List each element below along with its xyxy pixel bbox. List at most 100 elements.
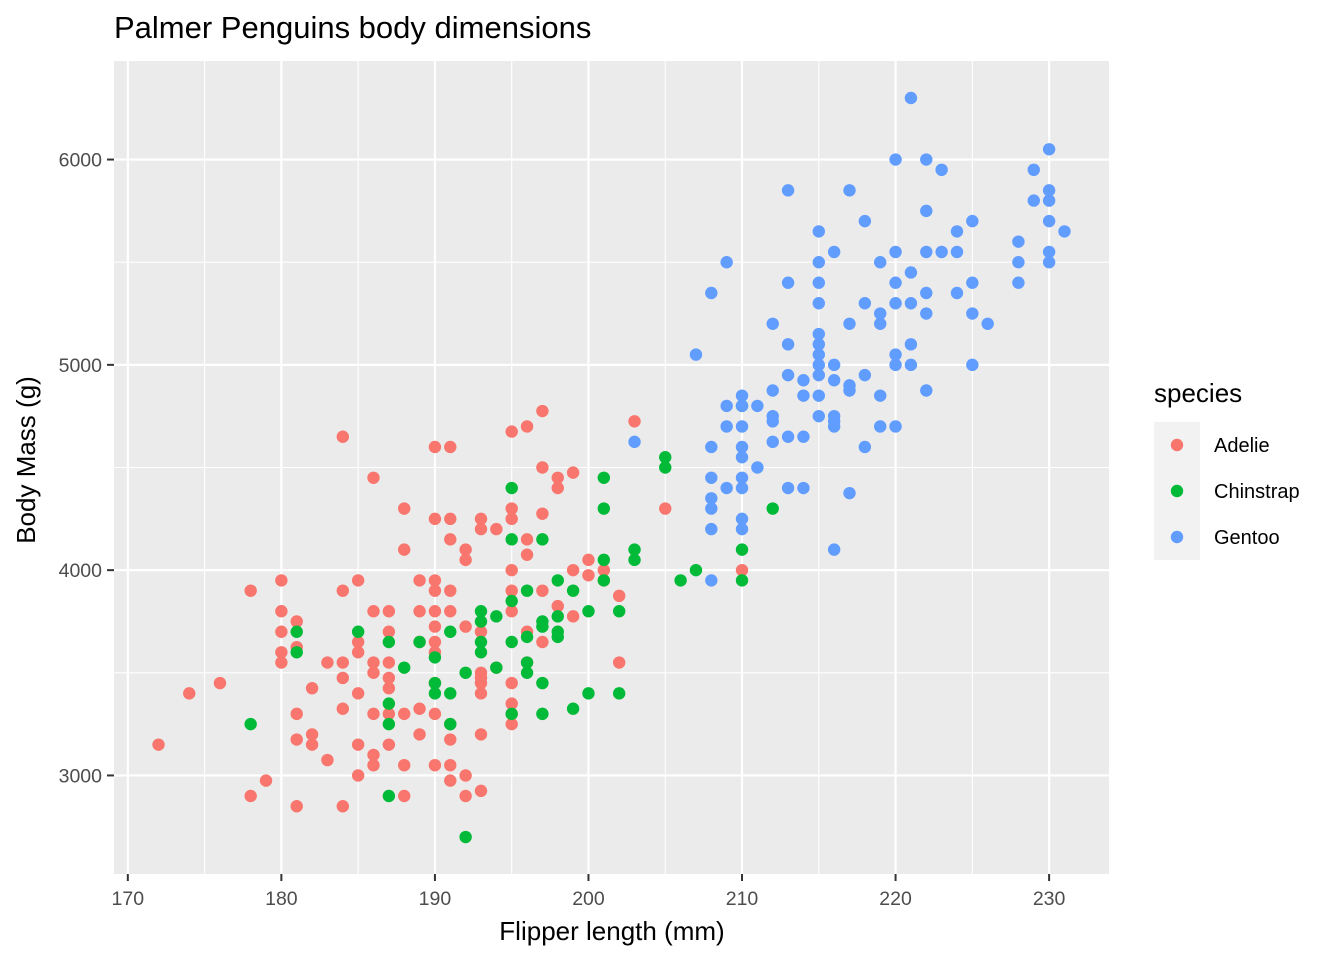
data-point — [490, 610, 503, 623]
data-point — [505, 425, 518, 438]
data-point — [766, 317, 779, 330]
data-point — [183, 687, 196, 700]
data-point — [551, 599, 564, 613]
data-point — [428, 584, 442, 597]
data-point — [920, 384, 933, 397]
data-point — [474, 605, 488, 618]
data-point — [735, 522, 749, 536]
data-point — [459, 543, 472, 556]
data-point — [244, 789, 257, 803]
data-point — [582, 553, 595, 567]
data-point — [428, 440, 442, 454]
data-point — [797, 481, 810, 495]
data-point — [904, 338, 918, 351]
data-point — [336, 800, 349, 813]
data-point — [490, 661, 503, 674]
data-point — [351, 687, 365, 700]
data-point — [351, 769, 365, 782]
data-point — [536, 676, 549, 690]
data-point — [1042, 184, 1056, 197]
data-point — [781, 276, 795, 289]
data-point — [290, 625, 303, 638]
data-point — [889, 420, 902, 433]
data-point — [290, 615, 303, 628]
data-point — [367, 605, 380, 618]
chart-title: Palmer Penguins body dimensions — [114, 10, 591, 45]
data-point — [505, 512, 518, 526]
data-point — [474, 635, 488, 649]
data-point — [950, 225, 964, 238]
data-point — [152, 738, 165, 751]
y-tick-label: 4000 — [59, 560, 103, 582]
data-point — [751, 399, 764, 413]
data-point — [444, 605, 457, 618]
data-point — [827, 245, 841, 259]
data-point — [797, 389, 810, 402]
data-point — [474, 512, 488, 526]
data-point — [474, 728, 488, 741]
data-point — [858, 368, 872, 382]
data-point — [812, 327, 825, 341]
data-point — [428, 635, 442, 649]
data-point — [321, 656, 334, 669]
data-point — [505, 707, 518, 721]
legend-marker — [1170, 484, 1184, 498]
y-tick-label: 3000 — [59, 765, 103, 787]
data-point — [904, 266, 918, 279]
data-point — [705, 492, 718, 505]
y-tick-label: 6000 — [59, 150, 103, 172]
data-point — [566, 610, 580, 623]
data-point — [536, 635, 549, 649]
data-point — [889, 245, 902, 259]
data-point — [812, 276, 825, 289]
data-point — [612, 687, 626, 700]
data-point — [705, 502, 718, 515]
data-point — [275, 656, 288, 669]
data-point — [874, 420, 887, 433]
data-point — [735, 574, 749, 587]
data-point — [351, 574, 365, 587]
data-point — [382, 625, 396, 638]
data-point — [536, 533, 549, 546]
data-point — [367, 758, 380, 772]
data-point — [705, 574, 718, 587]
data-point — [566, 584, 580, 597]
data-point — [382, 717, 396, 731]
data-point — [827, 358, 841, 372]
data-point — [275, 574, 288, 587]
data-point — [351, 635, 365, 649]
data-point — [735, 543, 749, 556]
data-point — [920, 204, 933, 218]
data-point — [459, 553, 472, 567]
data-point — [290, 733, 303, 746]
data-point — [781, 184, 795, 197]
data-point — [874, 389, 887, 402]
data-point — [566, 702, 580, 715]
data-point — [950, 245, 964, 259]
data-point — [1042, 143, 1056, 156]
legend-marker — [1170, 438, 1184, 452]
data-point — [1042, 255, 1056, 269]
data-point — [1027, 163, 1040, 177]
data-point — [290, 800, 303, 813]
data-point — [812, 225, 825, 238]
data-point — [597, 502, 611, 515]
data-point — [966, 307, 979, 320]
data-point — [1012, 255, 1025, 269]
data-point — [1012, 276, 1025, 289]
data-point — [290, 646, 303, 659]
data-point — [367, 748, 380, 762]
data-point — [889, 348, 902, 361]
data-point — [536, 584, 549, 597]
data-point — [812, 409, 825, 423]
data-point — [597, 574, 611, 587]
data-point — [459, 666, 472, 680]
data-point — [275, 646, 288, 659]
legend: species Adelie Chinstrap Gentoo — [1154, 378, 1300, 560]
data-point — [505, 605, 518, 618]
data-point — [367, 471, 380, 484]
data-point — [398, 789, 411, 803]
data-point — [382, 656, 396, 669]
data-point — [459, 769, 472, 782]
data-point — [689, 563, 703, 577]
